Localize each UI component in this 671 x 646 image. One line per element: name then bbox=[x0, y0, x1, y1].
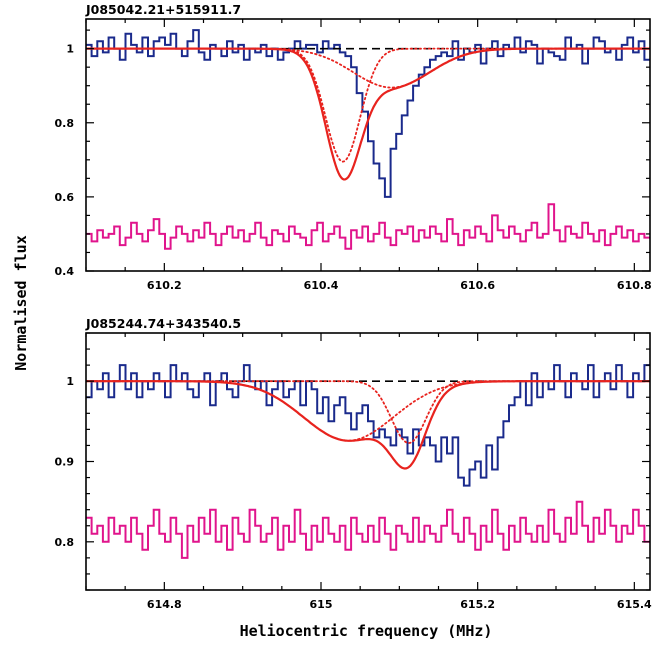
x-tick-label: 610.2 bbox=[147, 279, 182, 292]
y-tick-label: 0.4 bbox=[55, 265, 75, 278]
x-tick-label: 615.4 bbox=[617, 598, 652, 611]
observed-spectrum bbox=[86, 364, 650, 487]
residual-spectrum bbox=[86, 500, 650, 559]
x-tick-label: 610.6 bbox=[460, 279, 495, 292]
x-tick-label: 614.8 bbox=[147, 598, 182, 611]
panel-title: J085244.74+343540.5 bbox=[85, 316, 241, 331]
plot-area bbox=[86, 364, 650, 559]
y-tick-label: 0.6 bbox=[55, 191, 75, 204]
plot-frame bbox=[85, 18, 651, 272]
y-tick-label: 1 bbox=[66, 43, 74, 56]
panel-bottom: J085244.74+343540.5 614.8 615 615.2 615.4 0.8… bbox=[55, 316, 653, 611]
y-axis-label: Normalised flux bbox=[12, 235, 30, 370]
x-tick-label: 615.2 bbox=[460, 598, 495, 611]
plot-area bbox=[86, 29, 650, 250]
y-tick-label: 0.8 bbox=[55, 117, 75, 130]
panel-title: J085042.21+515911.7 bbox=[85, 2, 241, 17]
y-tick-label: 0.9 bbox=[55, 456, 75, 469]
x-axis-label: Heliocentric frequency (MHz) bbox=[240, 622, 493, 640]
observed-spectrum bbox=[86, 29, 650, 198]
y-tick-label: 1 bbox=[66, 375, 74, 388]
fit-component-1 bbox=[86, 47, 650, 163]
x-tick-label: 610.4 bbox=[304, 279, 339, 292]
panel-top: J085042.21+515911.7 610.2 610.4 610.6 610.8 0… bbox=[55, 2, 652, 292]
x-tick-label: 615 bbox=[310, 598, 333, 611]
residual-spectrum bbox=[86, 203, 650, 250]
y-tick-label: 0.8 bbox=[55, 536, 75, 549]
total-fit bbox=[86, 380, 650, 470]
x-tick-label: 610.8 bbox=[617, 279, 652, 292]
total-fit bbox=[86, 47, 650, 181]
